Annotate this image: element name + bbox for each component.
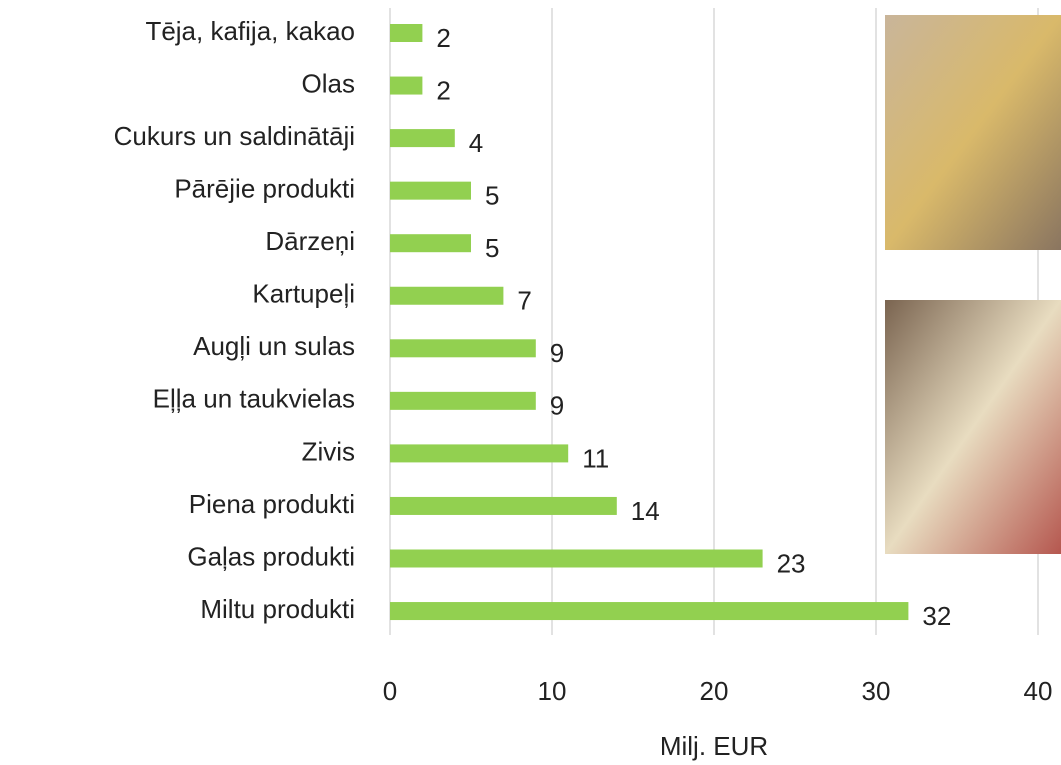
bar bbox=[390, 339, 536, 358]
y-tick-label: Gaļas produkti bbox=[187, 541, 355, 571]
value-label: 11 bbox=[582, 443, 609, 473]
value-label: 4 bbox=[469, 128, 483, 158]
value-label: 9 bbox=[550, 391, 564, 421]
y-tick-label: Kartupeļi bbox=[252, 279, 355, 309]
y-tick-label: Pārējie produkti bbox=[174, 174, 355, 204]
bar bbox=[390, 181, 471, 200]
y-tick-label: Miltu produkti bbox=[200, 594, 355, 624]
y-tick-label: Cukurs un saldinātāji bbox=[114, 121, 355, 151]
bar bbox=[390, 549, 763, 568]
value-label: 5 bbox=[485, 233, 499, 263]
value-label: 2 bbox=[436, 23, 450, 53]
x-tick-label: 0 bbox=[383, 676, 397, 706]
value-label: 32 bbox=[922, 601, 951, 631]
y-tick-label: Dārzeņi bbox=[265, 226, 355, 256]
bar bbox=[390, 444, 569, 463]
bar bbox=[390, 286, 504, 305]
bar bbox=[390, 602, 909, 621]
bar bbox=[390, 24, 423, 42]
food-photo bbox=[885, 15, 1061, 250]
x-tick-label: 40 bbox=[1024, 676, 1053, 706]
bar bbox=[390, 234, 471, 253]
value-label: 14 bbox=[631, 496, 660, 526]
x-tick-label: 30 bbox=[862, 676, 891, 706]
value-label: 2 bbox=[436, 75, 450, 105]
bar bbox=[390, 129, 455, 148]
y-tick-label: Tēja, kafija, kakao bbox=[145, 16, 355, 46]
y-tick-label: Eļļa un taukvielas bbox=[153, 384, 355, 414]
bar bbox=[390, 76, 423, 95]
y-tick-label: Zivis bbox=[302, 436, 355, 466]
value-label: 7 bbox=[517, 286, 531, 316]
y-tick-label: Augļi un sulas bbox=[193, 331, 355, 361]
bar bbox=[390, 496, 617, 515]
x-tick-label: 20 bbox=[700, 676, 729, 706]
value-label: 23 bbox=[777, 548, 806, 578]
y-tick-label: Olas bbox=[302, 68, 355, 98]
y-tick-label: Piena produkti bbox=[189, 489, 355, 519]
value-label: 9 bbox=[550, 338, 564, 368]
x-tick-label: 10 bbox=[538, 676, 567, 706]
bar bbox=[390, 391, 536, 410]
value-label: 5 bbox=[485, 181, 499, 211]
food-photo bbox=[885, 300, 1061, 554]
x-axis-label: Milj. EUR bbox=[660, 731, 768, 761]
